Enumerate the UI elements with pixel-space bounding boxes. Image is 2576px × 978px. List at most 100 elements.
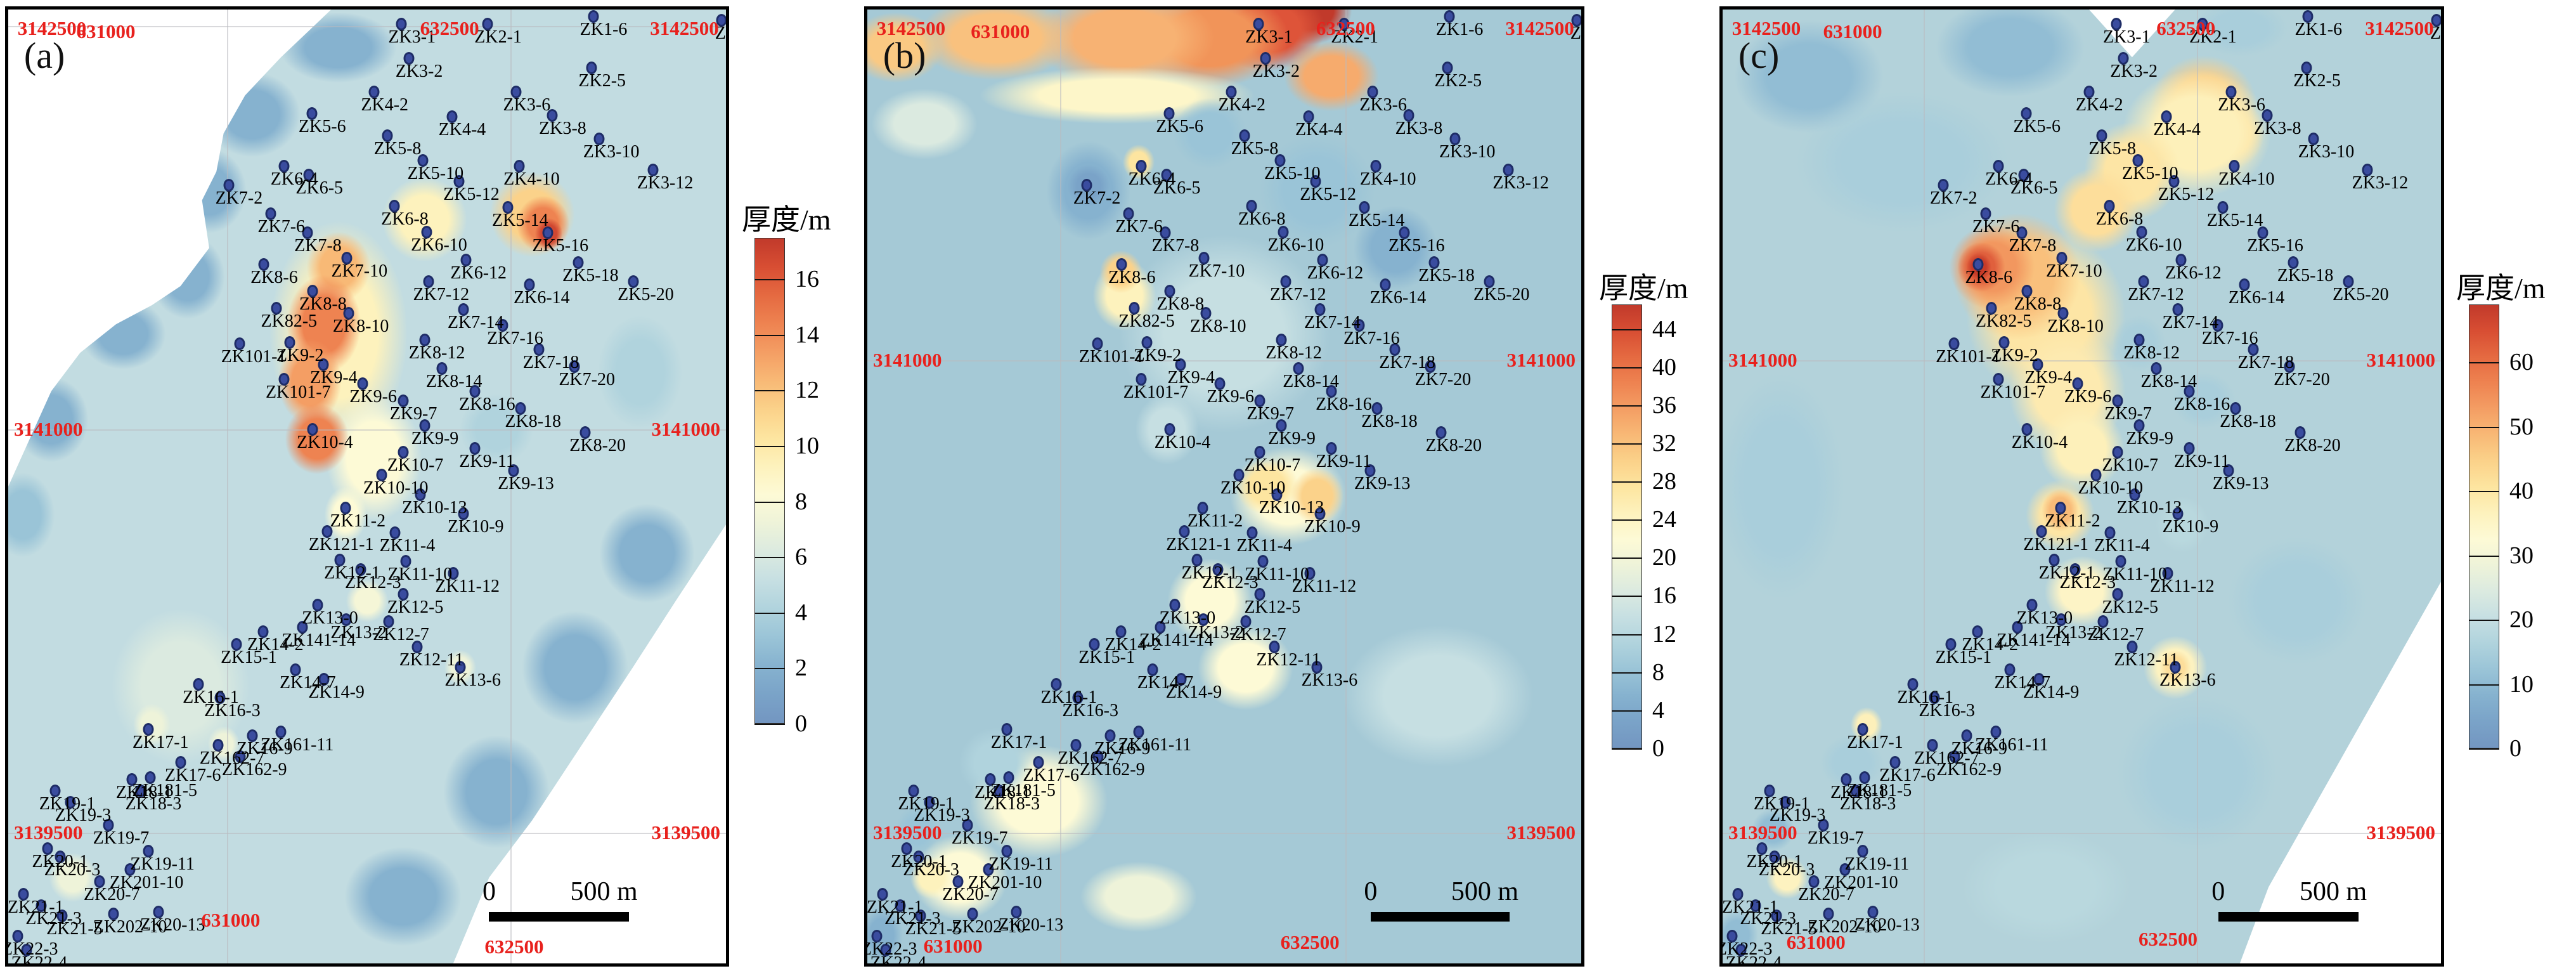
borehole-dot [1927,739,1938,752]
borehole-dot [49,785,61,798]
borehole-label: ZK162-9 [221,760,287,780]
borehole-label: ZK7-6 [257,217,306,237]
borehole-label: ZK8-8 [1156,294,1205,315]
contour-region [324,830,482,963]
borehole-dot [2012,620,2023,634]
borehole-label: ZK8-6 [1108,268,1156,288]
borehole-label: ZK5-8 [2088,139,2136,159]
panel-label: (b) [883,35,926,77]
scale-bar-zero-label: 0 [2211,877,2225,907]
borehole-label: ZK7-2 [1929,188,1977,209]
coordinate-label: 3139500 [1728,821,1797,844]
colorbar-tick-line [2469,620,2499,621]
scale-bar-distance-label: 500 m [2299,877,2367,907]
borehole-label: ZK3-1 [2102,27,2151,48]
borehole-label: ZK201-10 [1823,872,1898,892]
borehole-dot [2223,464,2234,477]
borehole-label: ZK17-1 [1847,732,1903,752]
borehole-label: ZK10-13 [402,497,467,518]
borehole-label: ZK12-5 [1244,597,1301,618]
scale-bar-distance-label: 500 m [1451,877,1519,907]
borehole-dot [1503,164,1514,177]
grid-line-vertical [227,10,229,963]
coordinate-label: 631000 [1823,20,1882,42]
borehole-label: ZK101-7 [1980,382,2045,402]
borehole-label: ZK12-5 [2102,597,2158,618]
borehole-label: ZK82-5 [1118,311,1175,332]
colorbar-tick-line [1612,367,1642,368]
borehole-label: ZK8-10 [2047,316,2104,336]
borehole-dot [382,129,393,143]
colorbar-tick-line [2469,491,2499,492]
borehole-label: ZK12-7 [373,624,429,644]
contour-region [424,715,568,868]
borehole-dot [12,929,23,942]
borehole-label: ZK4-4 [2153,119,2201,140]
colorbar-tick-line [1612,443,1642,445]
borehole-label: ZK5-10 [1264,164,1321,184]
borehole-label: ZK11-4 [2094,535,2150,556]
borehole-label: ZK13-6 [1301,670,1358,690]
borehole-label: ZK8-16 [1316,394,1372,415]
borehole-label: ZK18-3 [1839,794,1896,814]
borehole-label: ZK8-8 [2014,294,2062,315]
borehole-label: ZK5-8 [1231,139,1279,159]
colorbar-tick-line [754,724,785,725]
borehole-label: ZK10-10 [363,478,429,499]
borehole-label: ZK14-7 [279,673,336,693]
borehole-label: ZK7-16 [487,329,543,349]
borehole-label: ZK [2430,23,2441,44]
coordinate-label: 3141000 [651,417,720,440]
borehole-dot [1764,785,1775,798]
borehole-label: ZK7-12 [1270,285,1326,305]
borehole-label: ZK82-5 [261,311,318,332]
borehole-label: ZK16-3 [1062,700,1118,720]
borehole-dot [21,944,32,957]
borehole-dot [458,303,469,316]
borehole-label: ZK7-20 [1414,370,1472,389]
borehole-label: ZK9-7 [389,404,437,424]
borehole-dot [1442,62,1453,75]
borehole-label: ZK7-8 [1151,236,1200,256]
borehole-label: ZK22-3 [5,939,58,959]
borehole-label: ZK8-6 [1965,268,2013,288]
borehole-label: ZK10-10 [1220,478,1286,499]
panel-label: (a) [23,35,65,77]
borehole-label: ZK11-4 [379,535,436,556]
colorbar-tick-label: 30 [2509,542,2534,569]
borehole-label: ZK14-7 [1994,673,2051,693]
borehole-label: ZK11-10 [387,564,453,584]
borehole-label: ZK11-2 [330,511,386,531]
borehole-dot [1115,625,1127,639]
colorbar-tick-label: 2 [795,655,807,682]
borehole-dot [297,620,308,634]
borehole-label: ZK13-6 [444,670,501,690]
coordinate-label: 3141000 [873,349,942,372]
borehole-label: ZK20-7 [942,885,999,905]
contour-region [2204,515,2391,687]
borehole-label: ZK11-4 [1236,535,1292,556]
borehole-label: ZK7-2 [215,188,263,209]
contour-region [1723,334,1867,639]
coordinate-label: 631000 [201,909,261,932]
borehole-label: ZK9-13 [2212,473,2269,493]
borehole-label: ZK10-7 [387,455,444,476]
colorbar-tick-label: 50 [2509,413,2534,440]
borehole-label: ZK6-10 [1267,235,1324,255]
borehole-dot [482,18,493,31]
borehole-label: ZK5-8 [373,139,422,159]
colorbar-tick-label: 20 [1652,544,1676,571]
grid-line-vertical [1060,10,1062,963]
borehole-label: ZK9-13 [498,473,554,493]
borehole-label: ZK3-12 [637,173,694,193]
borehole-label: ZK8-12 [1265,342,1322,363]
borehole-label: ZK8-18 [505,412,562,432]
borehole-dot [275,726,287,739]
colorbar-tick-label: 44 [1652,315,1676,342]
borehole-label: ZK8-12 [2123,342,2180,363]
borehole-label: ZK12-3 [2059,573,2116,593]
borehole-label: ZK21-5 [1761,919,1817,939]
borehole-label: ZK19-7 [1807,828,1864,849]
borehole-dot [1818,819,1829,832]
borehole-label: ZK12-7 [1229,624,1286,644]
